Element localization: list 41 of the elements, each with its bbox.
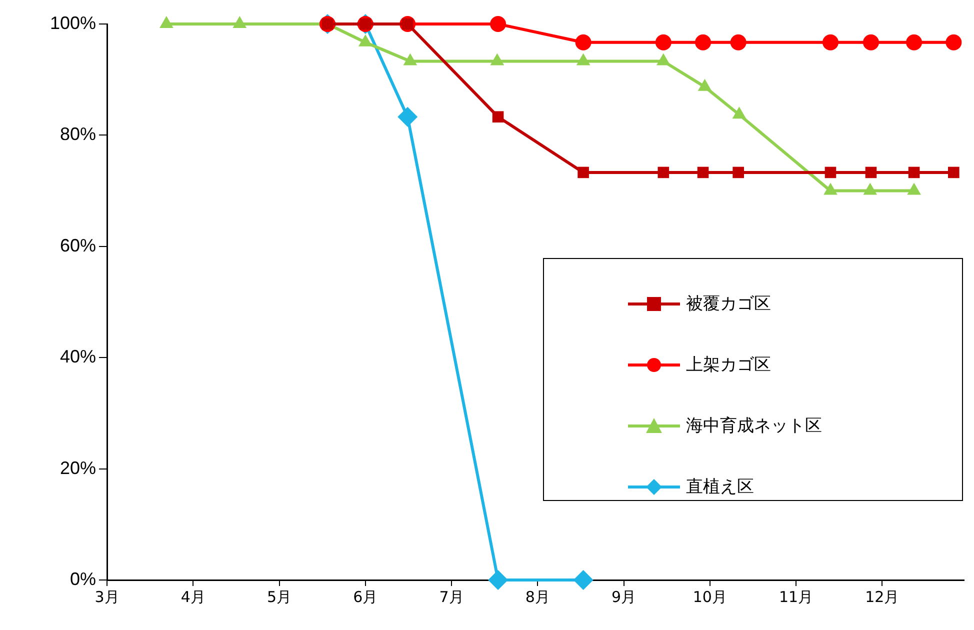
x-tick-label: 8月: [525, 588, 550, 606]
point: [658, 166, 670, 178]
x-tick-label: 5月: [266, 588, 292, 606]
point: [695, 34, 712, 50]
point: [824, 166, 836, 178]
y-tick-label: 0%: [70, 568, 96, 589]
x-tick-label: 12月: [865, 588, 900, 606]
point: [488, 570, 508, 590]
legend-label: 上架カゴ区: [686, 354, 771, 376]
point: [655, 34, 672, 50]
point: [865, 166, 877, 178]
x-tick-label: 7月: [439, 588, 464, 606]
y-tick-label: 60%: [60, 235, 96, 256]
point: [575, 34, 592, 50]
legend-label: 海中育成ネット区: [686, 415, 822, 437]
x-tick-label: 3月: [94, 588, 120, 606]
point: [948, 166, 960, 178]
x-tick-label: 4月: [180, 588, 206, 606]
point: [697, 166, 709, 178]
point: [573, 570, 594, 590]
point: [822, 34, 838, 50]
point: [730, 34, 746, 50]
point: [490, 16, 506, 32]
legend-label: 被覆カゴ区: [686, 293, 771, 315]
y-tick-label: 20%: [60, 458, 96, 478]
x-tick-label: 6月: [353, 588, 378, 606]
y-tick-label: 40%: [60, 346, 96, 367]
point: [398, 106, 418, 127]
y-tick-label: 80%: [60, 124, 96, 144]
point: [492, 111, 504, 123]
x-tick-label: 10月: [692, 588, 727, 606]
point: [862, 34, 879, 50]
point: [908, 166, 920, 178]
point: [732, 166, 744, 178]
point: [578, 166, 589, 178]
x-tick-label: 11月: [779, 588, 814, 606]
legend-label: 直植え区: [686, 476, 754, 498]
point: [946, 34, 962, 50]
y-tick-label: 100%: [50, 12, 96, 33]
x-tick-label: 9月: [612, 588, 636, 606]
point: [906, 34, 922, 50]
